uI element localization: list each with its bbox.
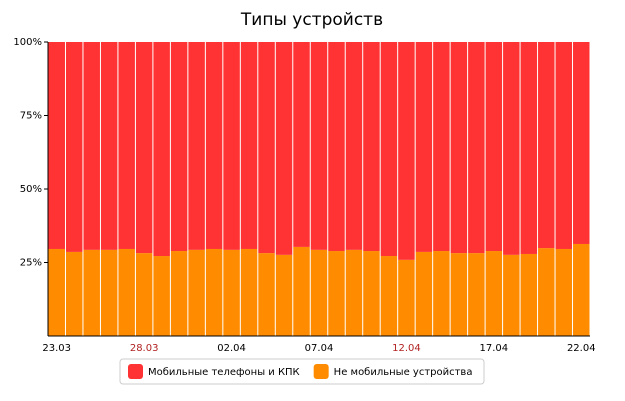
bar-segment (520, 253, 538, 336)
bar-segment (363, 42, 380, 252)
bar-segment (65, 251, 83, 336)
bar-segment (275, 42, 293, 255)
bar-segment (188, 249, 205, 336)
bar-segment (135, 253, 153, 336)
legend-box (119, 358, 485, 385)
bar-segment (240, 42, 258, 249)
chart-title: Типы устройств (240, 10, 383, 30)
bar-segment (170, 251, 188, 336)
bar-segment (573, 243, 590, 336)
bar-segment (205, 248, 223, 336)
bar-segment (135, 42, 153, 254)
x-tick-label: 02.04 (217, 343, 246, 354)
bar-segment (310, 249, 328, 336)
bar-segment (415, 42, 433, 252)
bar-segment (468, 253, 485, 336)
bar-segment (258, 253, 275, 336)
bar-segment (433, 251, 450, 336)
bar-segment (153, 256, 170, 336)
x-tick-label: 07.04 (305, 343, 334, 354)
bar-segment (100, 249, 118, 336)
bar-segment (328, 251, 345, 336)
bar-segment (275, 254, 293, 336)
bar-segment (450, 253, 468, 336)
bar-segment (555, 42, 573, 249)
bar-segment (65, 42, 83, 252)
legend-label: Мобильные телефоны и КПК (148, 367, 300, 378)
bar-segment (380, 256, 398, 336)
bar-segment (48, 42, 65, 249)
bar-segment (433, 42, 450, 252)
y-tick-label: 100% (13, 37, 42, 48)
bar-segment (188, 42, 205, 250)
bar-segment (468, 42, 485, 254)
bar-segment (118, 248, 135, 336)
bar-segment (538, 248, 555, 336)
bar-segment (520, 42, 538, 254)
x-tick-label: 17.04 (480, 343, 509, 354)
bar-segment (503, 254, 520, 336)
x-tick-label: 22.04 (567, 343, 596, 354)
bar-segment (345, 42, 363, 250)
bar-segment (345, 249, 363, 336)
bar-segment (240, 248, 258, 336)
legend-label: Не мобильные устройства (334, 367, 473, 378)
bar-segment (293, 246, 310, 336)
y-tick-label: 50% (20, 184, 42, 195)
bar-segment (503, 42, 520, 255)
x-tick-label: 12.04 (392, 343, 421, 354)
bar-segment (118, 42, 135, 249)
bar-segment (380, 42, 398, 257)
y-tick-label: 25% (20, 258, 42, 269)
bar-segment (555, 248, 573, 336)
bar-segment (450, 42, 468, 254)
bar-segment (170, 42, 188, 252)
bar-segment (398, 259, 415, 336)
bar-segment (153, 42, 170, 257)
y-tick-label: 75% (20, 111, 42, 122)
bar-segment (83, 42, 100, 250)
bar-segment (205, 42, 223, 249)
legend-swatch (128, 364, 143, 379)
legend-swatch (313, 364, 329, 379)
bar-segment (573, 42, 590, 244)
bar-segment (223, 249, 240, 336)
bar-segment (258, 42, 275, 254)
bar-segment (328, 42, 345, 252)
x-tick-label: 28.03 (130, 343, 159, 354)
bar-segment (415, 251, 433, 336)
bar-segment (223, 42, 240, 250)
bar-segment (485, 251, 503, 336)
bar-segment (538, 42, 555, 249)
bar-segment (83, 249, 100, 336)
bar-segment (363, 251, 380, 336)
bar-segment (48, 248, 65, 336)
bar-segment (100, 42, 118, 250)
bar-segment (485, 42, 503, 252)
x-tick-label: 23.03 (42, 343, 71, 354)
bar-segment (293, 42, 310, 247)
bar-segment (398, 42, 415, 260)
bar-segment (310, 42, 328, 250)
